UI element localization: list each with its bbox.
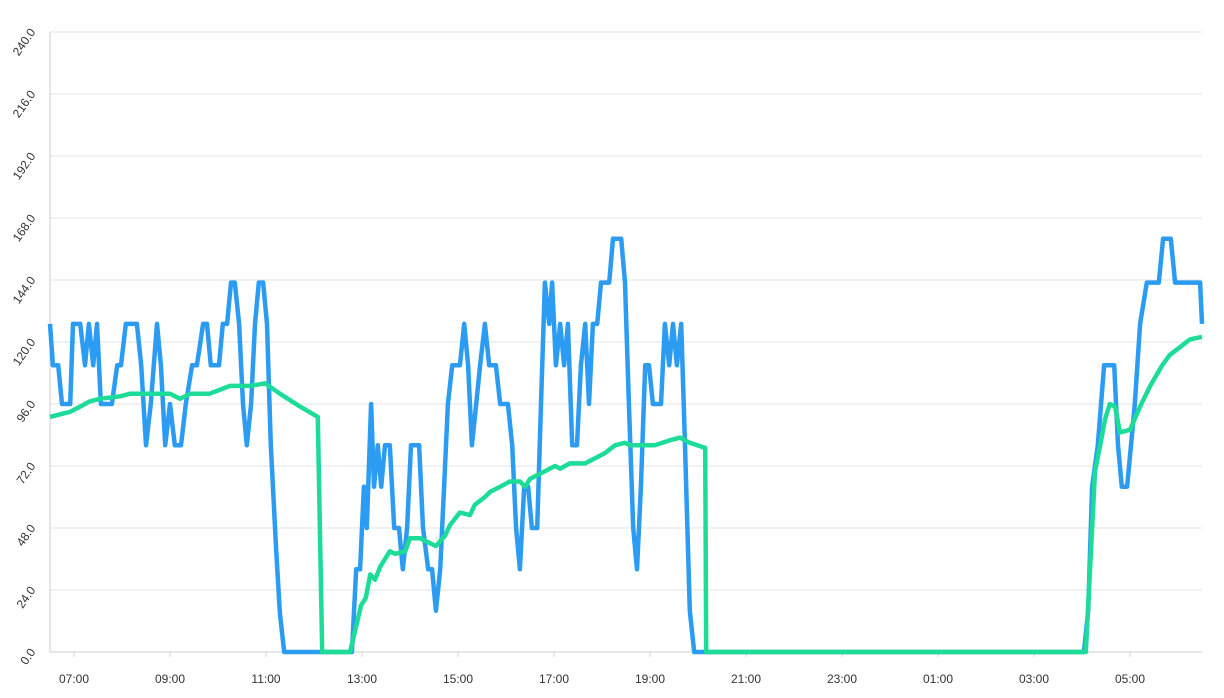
x-tick-label: 01:00 [923,672,953,686]
y-tick-label: 168.0 [10,211,39,244]
x-tick-label: 17:00 [539,672,569,686]
x-tick-label: 07:00 [59,672,89,686]
y-tick-label: 96.0 [14,397,39,424]
y-tick-label: 192.0 [10,149,39,182]
x-tick-label: 21:00 [731,672,761,686]
x-tick-label: 05:00 [1115,672,1145,686]
y-tick-label: 144.0 [10,273,39,306]
y-tick-label: 216.0 [10,87,39,120]
y-tick-label: 120.0 [10,335,39,368]
x-tick-label: 19:00 [635,672,665,686]
x-tick-label: 09:00 [155,672,185,686]
y-tick-label: 72.0 [14,459,39,486]
x-tick-label: 15:00 [443,672,473,686]
x-tick-label: 03:00 [1019,672,1049,686]
series-line [47,236,1205,655]
y-tick-label: 24.0 [14,583,39,610]
x-tick-label: 13:00 [347,672,377,686]
x-tick-label: 11:00 [251,672,280,686]
y-tick-label: 240.0 [10,25,39,58]
series-line [49,334,1203,655]
y-tick-label: 48.0 [14,521,39,548]
y-tick-label: 0.0 [17,645,38,667]
x-tick-label: 23:00 [827,672,857,686]
